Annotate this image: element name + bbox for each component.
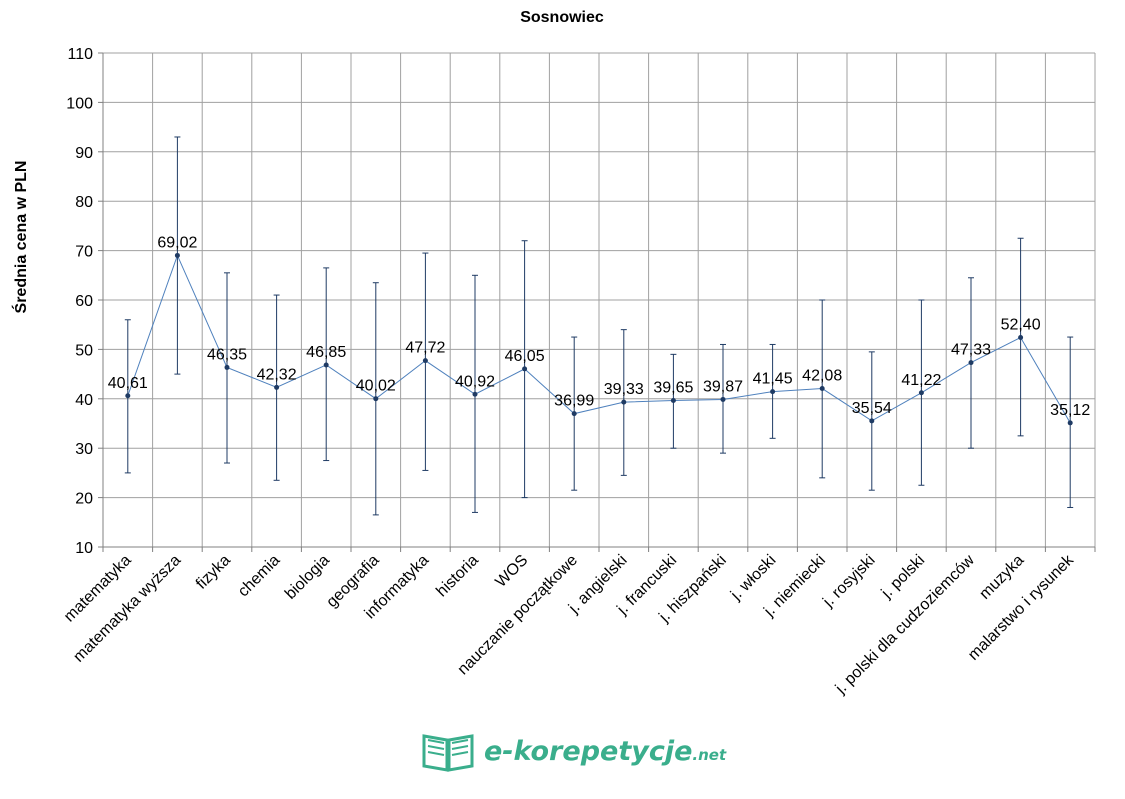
data-label: 47,33 [951, 342, 991, 359]
x-tick-label: muzyka [976, 552, 1027, 603]
y-tick-label: 50 [75, 342, 93, 359]
data-label: 42,32 [257, 366, 297, 383]
x-tick-label: j. rosyjski [819, 552, 878, 611]
data-point [522, 366, 528, 372]
x-tick-label: fizyka [193, 552, 234, 593]
y-tick-label: 30 [75, 441, 93, 458]
data-label: 39,33 [604, 381, 644, 398]
y-tick-label: 110 [67, 46, 93, 63]
data-point [274, 384, 280, 390]
data-label: 35,12 [1050, 402, 1090, 419]
logo-suffix: .net [692, 745, 727, 764]
data-point [174, 252, 180, 258]
data-point [472, 391, 478, 397]
data-label: 39,87 [703, 378, 743, 395]
y-tick-label: 80 [75, 194, 93, 211]
y-tick-label: 40 [75, 392, 93, 409]
data-label: 40,02 [356, 378, 396, 395]
y-tick-label: 90 [75, 145, 93, 162]
data-point [968, 360, 974, 366]
logo-text: e-korepetycje [484, 735, 693, 767]
chart-title: Sosnowiec [520, 9, 604, 26]
data-point [422, 358, 428, 364]
data-label: 46,35 [207, 346, 247, 363]
y-tick-label: 60 [75, 293, 93, 310]
data-label: 52,40 [1001, 317, 1041, 334]
data-point [670, 398, 676, 404]
data-point [571, 411, 577, 417]
x-tick-label: chemia [235, 552, 284, 601]
x-tick-label: historia [433, 552, 482, 601]
data-point [869, 418, 875, 424]
data-point [373, 396, 379, 402]
y-tick-label: 20 [75, 491, 93, 508]
x-tick-label: biologia [282, 552, 333, 603]
data-label: 69,02 [157, 234, 197, 251]
x-tick-label: j. polski [878, 552, 928, 602]
y-tick-label: 70 [75, 244, 93, 261]
data-point [1067, 420, 1073, 426]
y-tick-label: 100 [66, 95, 93, 112]
data-point [770, 389, 776, 395]
data-label: 47,72 [405, 340, 445, 357]
data-label: 36,99 [554, 393, 594, 410]
data-point [918, 390, 924, 396]
y-axis-label: Średnia cena w PLN [11, 161, 30, 314]
data-point [224, 364, 230, 370]
x-tick-label: WOS [492, 552, 531, 591]
data-label: 40,61 [108, 375, 148, 392]
logo: e-korepetycje.net [420, 728, 726, 774]
data-point [621, 399, 627, 405]
data-label: 41,45 [753, 371, 793, 388]
data-point [819, 386, 825, 392]
book-icon [422, 734, 474, 772]
data-label: 40,92 [455, 373, 495, 390]
data-label: 41,22 [901, 372, 941, 389]
data-point [1018, 335, 1024, 341]
data-label: 42,08 [802, 368, 842, 385]
data-label: 46,85 [306, 344, 346, 361]
data-label: 35,54 [852, 400, 892, 417]
data-label: 39,65 [653, 380, 693, 397]
y-tick-label: 10 [75, 540, 93, 557]
data-point [323, 362, 329, 368]
data-point [720, 396, 726, 402]
data-point [125, 393, 131, 399]
series-line [127, 254, 1071, 424]
data-label: 46,05 [505, 348, 545, 365]
